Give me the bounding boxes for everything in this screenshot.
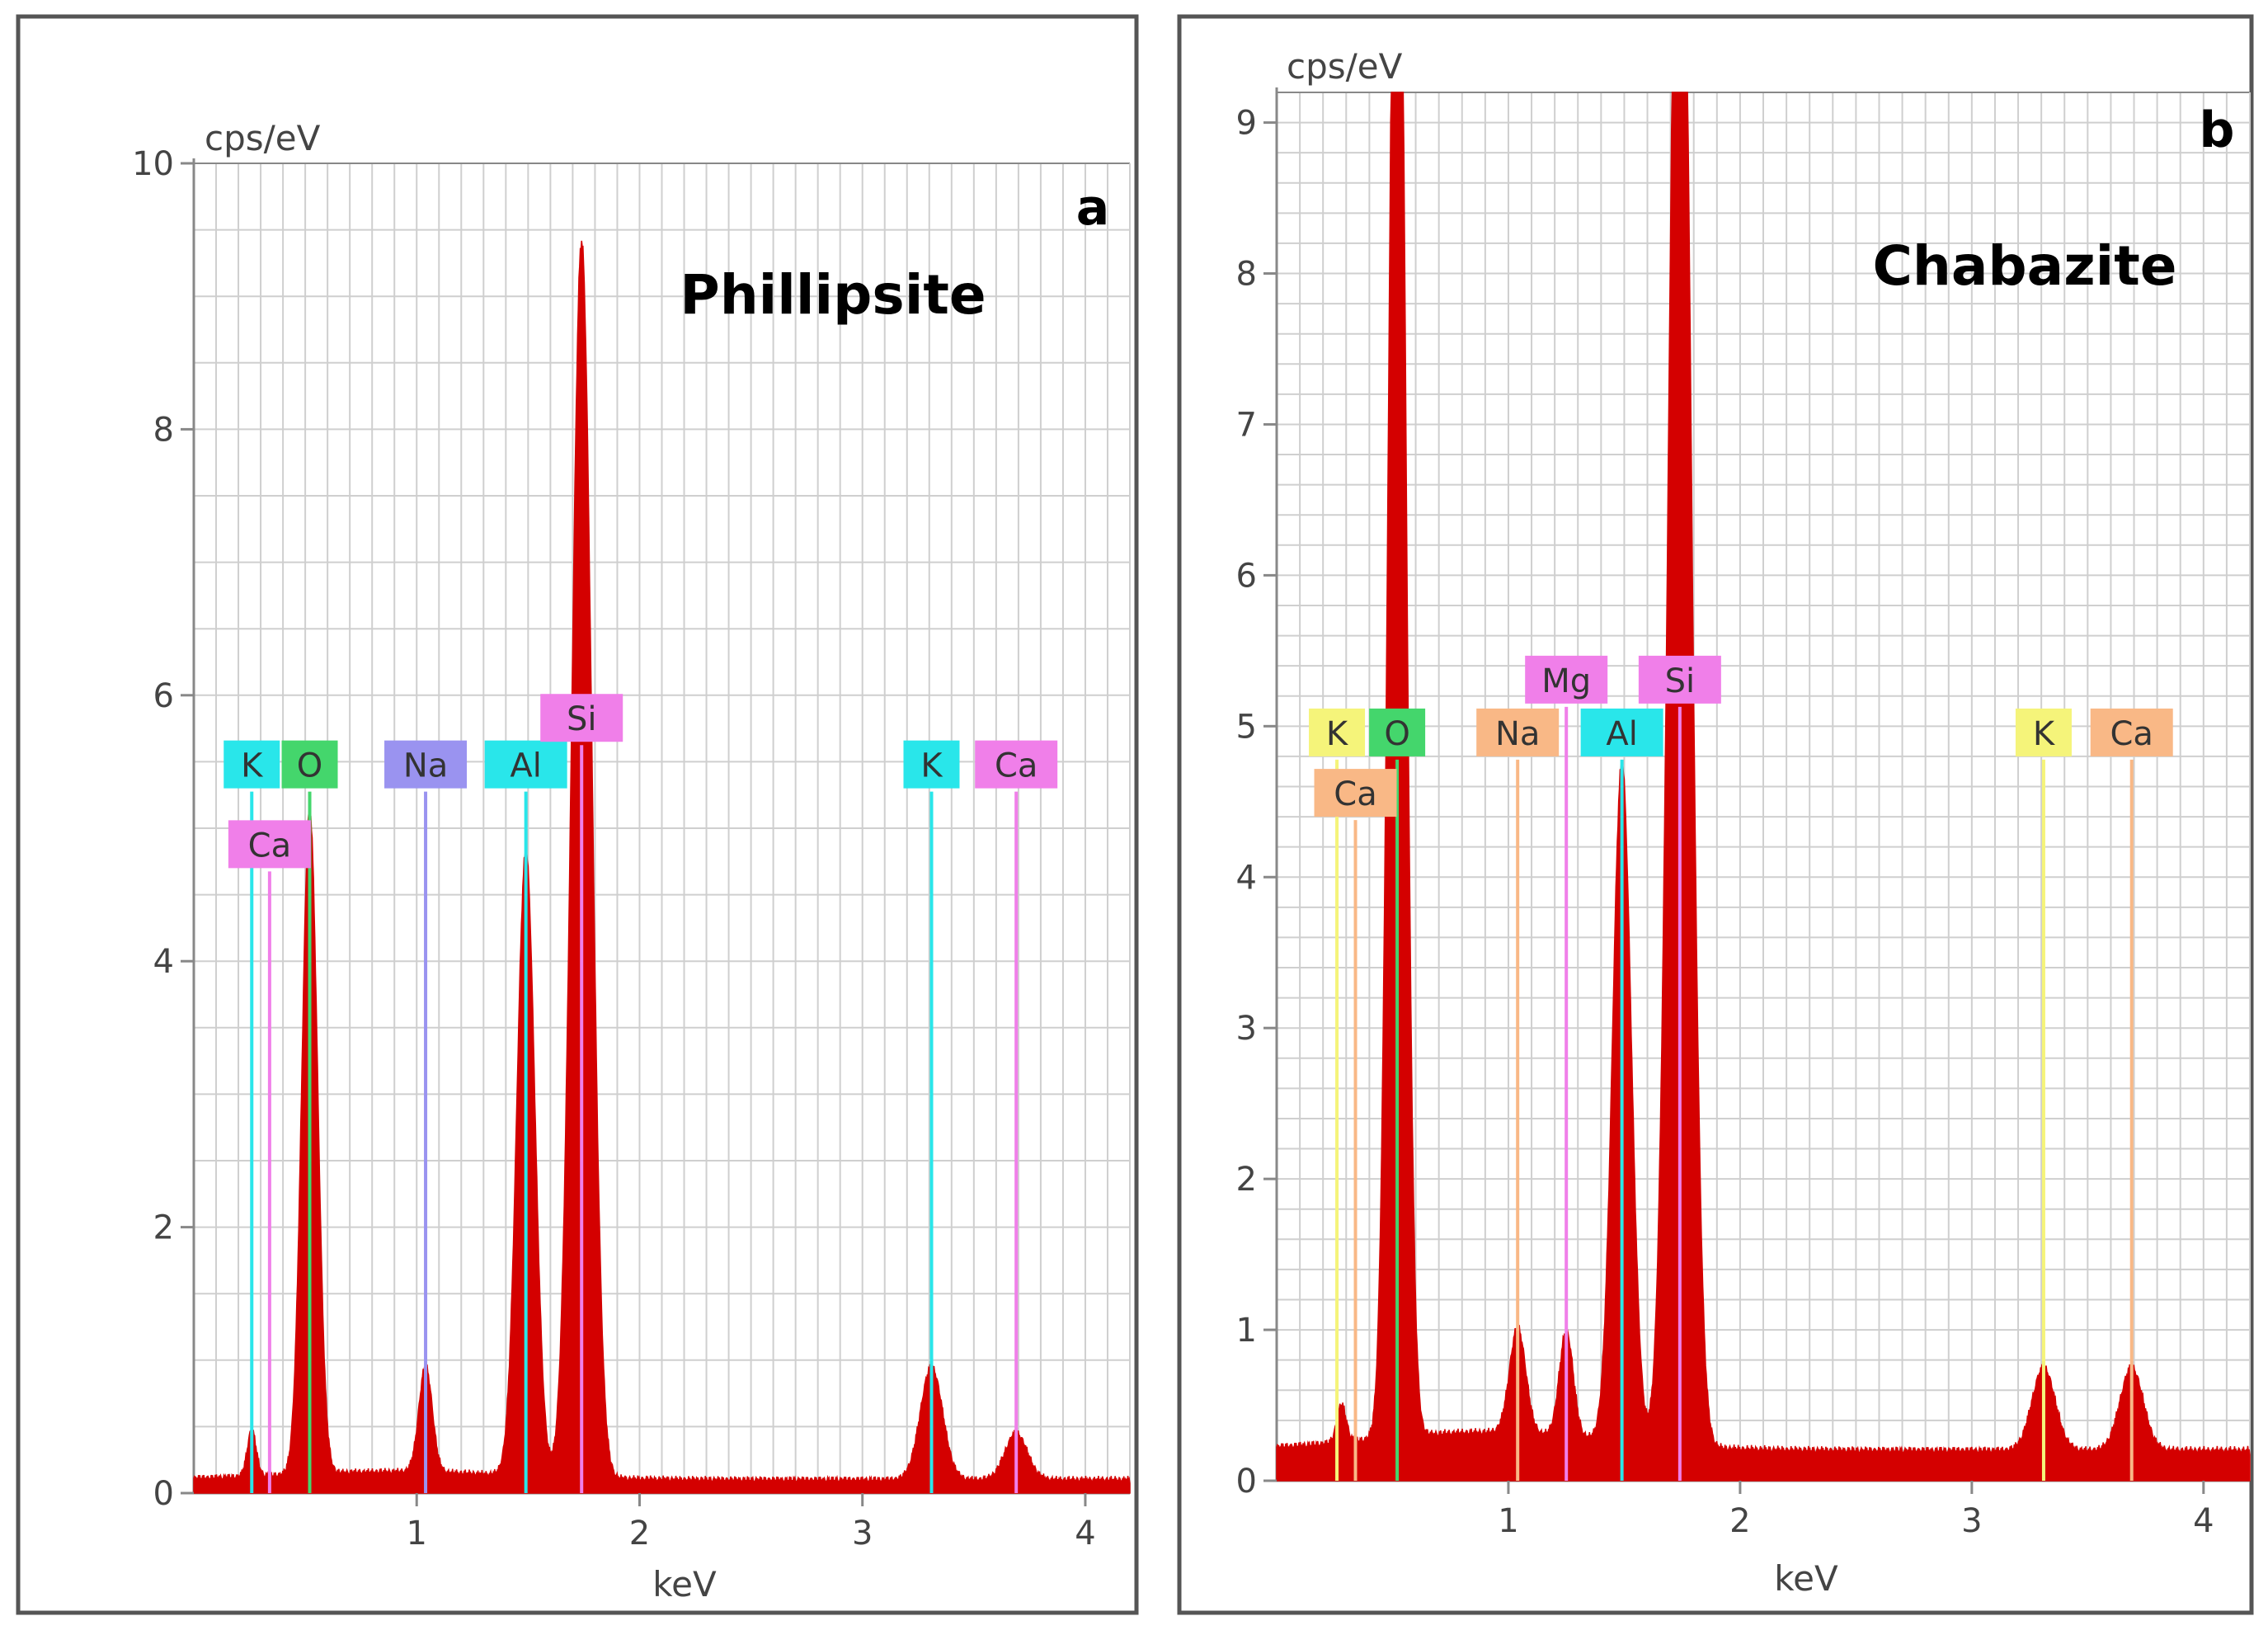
y-tick-label: 6 [1236, 557, 1257, 595]
peak-label-text: Si [1665, 662, 1696, 700]
x-tick-label: 3 [1961, 1502, 1982, 1540]
peak-label-box [484, 740, 567, 789]
x-tick-label: 2 [629, 1515, 650, 1553]
x-axis-label: keV [1774, 1558, 1838, 1599]
peak-label: O [1369, 708, 1426, 756]
peak-label-box [1476, 708, 1560, 756]
y-tick-label: 1 [1236, 1312, 1257, 1350]
peak-label-box [228, 820, 311, 869]
peak-label-text: K [241, 747, 264, 785]
peak-label: Ca [975, 740, 1058, 789]
y-tick-label: 0 [153, 1475, 174, 1513]
y-tick-label: 4 [1236, 859, 1257, 897]
y-tick-label: 9 [1236, 105, 1257, 143]
peak-label-box [384, 740, 468, 789]
peak-label: Na [1476, 708, 1560, 756]
peak-label-box [1580, 708, 1663, 756]
peak-label: O [281, 740, 338, 789]
panel-chabazite: K O Ca Na Mg Al Si K Ca 0 1 2 3 4 5 6 7 8 9 1 2 3 4 cps/eV keV Ch… [1163, 0, 2268, 1635]
x-tick-label: 4 [2193, 1502, 2214, 1540]
peak-label-text: Mg [1541, 662, 1591, 700]
peak-label-box [975, 740, 1058, 789]
peak-label-box [1638, 655, 1721, 704]
x-tick-label: 4 [1075, 1515, 1095, 1553]
peak-label-text: O [297, 747, 322, 785]
peak-label-text: Ca [1334, 775, 1376, 813]
peak-label: Ca [2090, 708, 2173, 756]
spectrum-area [1276, 92, 2251, 1482]
x-tick-label: 2 [1729, 1502, 1750, 1540]
peak-label-box [2090, 708, 2173, 756]
spectrum-area [193, 240, 1131, 1494]
peak-label: K [224, 740, 280, 789]
peak-label-box [1314, 769, 1397, 818]
peak-label-text: Si [567, 700, 597, 738]
y-tick-label: 0 [1236, 1463, 1257, 1501]
y-tick-label: 6 [153, 677, 174, 715]
peak-label-box [540, 694, 623, 742]
y-tick-label: 8 [153, 411, 174, 449]
panel-letter: b [2200, 101, 2235, 159]
peak-label: Al [1580, 708, 1663, 756]
peak-label-text: Ca [248, 827, 291, 865]
x-axis-label: keV [652, 1564, 717, 1604]
grid [193, 163, 1131, 1494]
panel-phillipsite: K O Ca Na Al Si K Ca 0 2 4 6 8 10 1 2 3 4 cps/eV keV Phillip… [16, 14, 1139, 1615]
peak-label: Mg [1525, 655, 1608, 704]
y-axis-label: cps/eV [205, 118, 321, 158]
peak-label: K [903, 740, 960, 789]
peak-label-box [281, 740, 338, 789]
peak-label: K [1309, 708, 1366, 756]
peak-label-text: K [920, 747, 943, 785]
peak-label: Si [1638, 655, 1721, 704]
y-tick-label: 2 [153, 1209, 174, 1247]
peak-label-text: Al [510, 747, 541, 785]
y-tick-label: 10 [132, 145, 174, 183]
peak-label-text: K [2033, 715, 2056, 753]
y-tick-label: 8 [1236, 256, 1257, 294]
y-tick-label: 4 [153, 943, 174, 981]
y-tick-label: 7 [1236, 406, 1257, 444]
peak-label-box [1525, 655, 1608, 704]
chart-title: Chabazite [1872, 234, 2176, 298]
peak-label: Na [384, 740, 468, 789]
peak-label-text: Na [1495, 715, 1540, 753]
y-tick-label: 5 [1236, 708, 1257, 746]
peak-label: Si [540, 694, 623, 742]
peak-label-box [2015, 708, 2072, 756]
peak-label-text: O [1384, 715, 1409, 753]
y-tick-label: 3 [1236, 1010, 1257, 1048]
peak-label: Ca [228, 820, 311, 869]
peak-label: Ca [1314, 769, 1397, 818]
y-tick-label: 2 [1236, 1161, 1257, 1199]
peak-label-box [1369, 708, 1426, 756]
panel-letter: a [1076, 179, 1110, 237]
peak-label-box [903, 740, 960, 789]
peak-label-box [1309, 708, 1366, 756]
peak-label-text: K [1326, 715, 1349, 753]
peak-label: Al [484, 740, 567, 789]
y-axis-label: cps/eV [1287, 46, 1403, 87]
peak-label-text: Na [403, 747, 448, 785]
peak-label-box [224, 740, 280, 789]
x-tick-label: 1 [1498, 1502, 1518, 1540]
peak-label-text: Ca [995, 747, 1038, 785]
peak-label: K [2015, 708, 2072, 756]
x-tick-label: 1 [407, 1515, 427, 1553]
peak-label-text: Al [1606, 715, 1637, 753]
chart-title: Phillipsite [680, 263, 986, 327]
x-tick-label: 3 [852, 1515, 873, 1553]
peak-label-text: Ca [2110, 715, 2153, 753]
